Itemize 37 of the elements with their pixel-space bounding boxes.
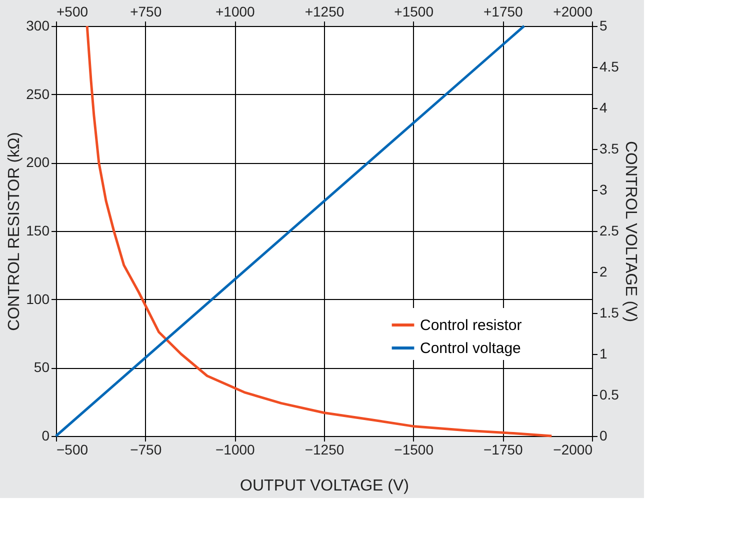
x-tick-label: −1750 xyxy=(484,442,524,458)
y2-tick-label: 4 xyxy=(600,100,608,116)
y2-tick-label: 1 xyxy=(600,346,608,362)
y-tick-label: 50 xyxy=(34,359,50,376)
x-tick-label: −1000 xyxy=(216,442,256,458)
x2-tick-label: +1250 xyxy=(304,4,344,20)
x2-tick-label: +1500 xyxy=(394,4,434,20)
x2-tick-label: +1750 xyxy=(484,4,524,20)
y2-tick-label: 0.5 xyxy=(600,386,620,402)
legend-label: Control voltage xyxy=(420,340,521,357)
legend-label: Control resistor xyxy=(420,317,522,334)
x-tick-label: −750 xyxy=(130,442,162,458)
x2-tick-label: +750 xyxy=(130,4,162,20)
y-tick-label: 100 xyxy=(26,290,50,307)
y2-tick-label: 2.5 xyxy=(600,222,620,238)
y2-tick-label: 3.5 xyxy=(600,140,620,156)
y-tick-label: 200 xyxy=(26,154,50,170)
y2-tick-label: 5 xyxy=(600,18,608,34)
y-tick-label: 150 xyxy=(26,222,50,238)
y2-axis-title: CONTROL VOLTAGE (V) xyxy=(622,140,639,322)
y-tick-label: 300 xyxy=(26,18,50,34)
y2-tick-label: 2 xyxy=(600,264,608,280)
y2-tick-label: 1.5 xyxy=(600,304,620,320)
y-tick-label: 0 xyxy=(42,428,50,444)
y2-tick-label: 4.5 xyxy=(600,58,620,74)
x-tick-label: −1500 xyxy=(394,442,434,458)
y2-tick-label: 3 xyxy=(600,182,608,198)
x-tick-label: −500 xyxy=(56,442,88,458)
x2-tick-label: +1000 xyxy=(216,4,256,20)
y2-tick-label: 0 xyxy=(600,428,608,444)
y-axis-title: CONTROL RESISTOR (kΩ) xyxy=(6,132,24,331)
x-tick-label: −2000 xyxy=(553,442,593,458)
x2-tick-label: +500 xyxy=(56,4,88,20)
x-axis-title: OUTPUT VOLTAGE (V) xyxy=(240,478,409,494)
y-tick-label: 250 xyxy=(26,86,50,102)
x-tick-label: −1250 xyxy=(304,442,344,458)
x2-tick-label: +2000 xyxy=(553,4,593,20)
